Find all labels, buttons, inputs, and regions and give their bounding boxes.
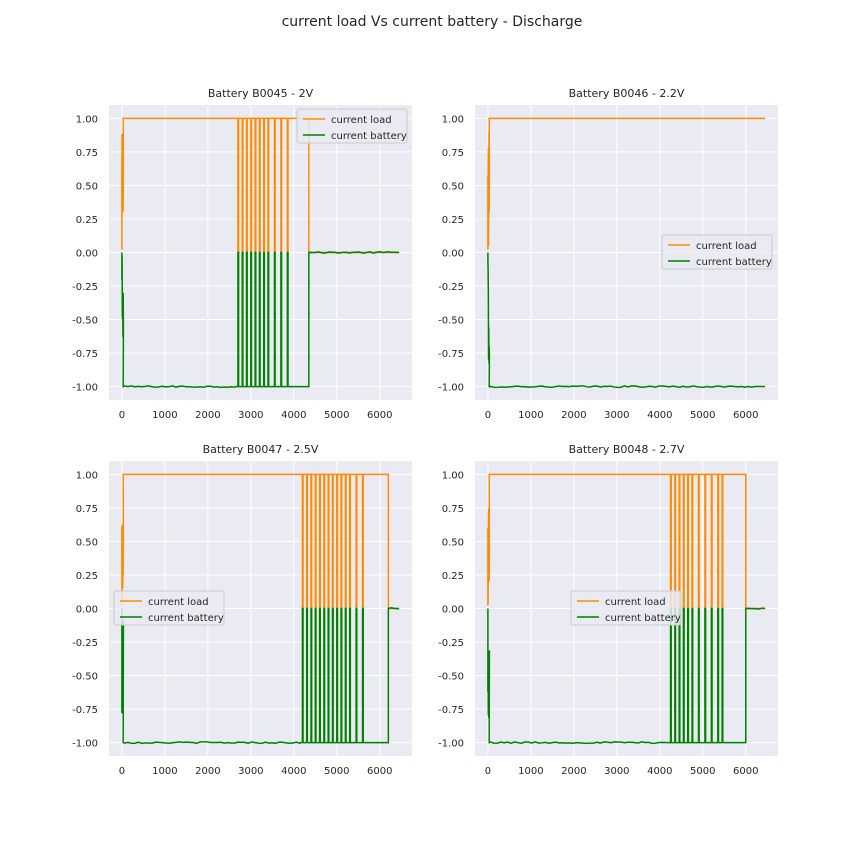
y-tick-label: -1.00	[438, 383, 464, 394]
subplot-title: Battery B0047 - 2.5V	[203, 443, 319, 456]
subplot-b0048: 0 1000 2000 3000 4000 5000 6000 1.00 0.75 0.50 0.2…	[438, 443, 778, 777]
subplot-title: Battery B0045 - 2V	[208, 87, 314, 100]
y-tick-label: 0.25	[76, 571, 98, 582]
y-tick-label: 0.75	[76, 148, 98, 159]
x-tick-label: 5000	[690, 410, 715, 421]
y-tick-label: 0.25	[442, 571, 464, 582]
figure-title: current load Vs current battery - Discha…	[281, 14, 583, 30]
y-tick-label: 0.50	[442, 537, 464, 548]
y-tick-label: 1.00	[76, 470, 98, 481]
line-current-battery	[121, 607, 400, 745]
y-tick-label: 1.00	[76, 114, 98, 125]
x-tick-label: 0	[485, 766, 491, 777]
y-tick-label: 0.75	[76, 504, 98, 515]
x-tick-label: 4000	[647, 766, 672, 777]
line-current-load	[121, 473, 400, 610]
x-tick-label: 6000	[733, 766, 758, 777]
x-tick-label: 3000	[604, 766, 629, 777]
legend-label: current battery	[605, 613, 681, 624]
y-tick-label: 0.00	[76, 605, 98, 616]
y-tick-label: -0.25	[72, 638, 98, 649]
subplot-b0046: 0 1000 2000 3000 4000 5000 6000 1.00 0.75 0.50 0.2…	[438, 87, 778, 421]
x-tick-label: 1000	[152, 410, 177, 421]
y-tick-label: -1.00	[72, 383, 98, 394]
legend: current load current battery	[570, 590, 682, 626]
line-current-battery	[487, 607, 766, 745]
subplot-title: Battery B0046 - 2.2V	[569, 87, 685, 100]
legend: current load current battery	[113, 590, 225, 626]
y-tick-label: 0.25	[76, 215, 98, 226]
legend-label: current battery	[331, 131, 407, 142]
x-tick-label: 1000	[152, 766, 177, 777]
legend-label: current load	[331, 115, 392, 126]
y-tick-label: -0.25	[438, 282, 464, 293]
x-tick-label: 1000	[518, 410, 543, 421]
y-tick-label: -0.75	[72, 349, 98, 360]
y-tick-label: -1.00	[438, 739, 464, 750]
x-tick-label: 3000	[604, 410, 629, 421]
x-tick-label: 0	[485, 410, 491, 421]
y-tick-label: 0.75	[442, 148, 464, 159]
x-tick-label: 3000	[238, 766, 263, 777]
legend-label: current load	[696, 241, 757, 252]
x-tick-label: 2000	[195, 410, 220, 421]
y-tick-label: -1.00	[72, 739, 98, 750]
y-tick-label: -0.50	[438, 672, 464, 683]
legend: current load current battery	[296, 108, 408, 144]
x-tick-label: 3000	[238, 410, 263, 421]
x-tick-label: 4000	[281, 766, 306, 777]
y-tick-label: -0.75	[438, 349, 464, 360]
x-tick-label: 4000	[647, 410, 672, 421]
x-tick-label: 0	[119, 766, 125, 777]
x-tick-label: 5000	[690, 766, 715, 777]
y-tick-label: 0.00	[76, 249, 98, 260]
line-current-load	[487, 117, 766, 250]
line-current-battery	[487, 252, 766, 389]
legend: current load current battery	[661, 234, 773, 270]
x-tick-label: 6000	[367, 766, 392, 777]
x-tick-label: 2000	[561, 766, 586, 777]
y-tick-label: 0.50	[442, 181, 464, 192]
y-tick-label: 1.00	[442, 114, 464, 125]
x-tick-label: 2000	[195, 766, 220, 777]
y-tick-label: -0.50	[72, 316, 98, 327]
y-tick-label: -0.75	[438, 705, 464, 716]
x-tick-label: 6000	[733, 410, 758, 421]
y-tick-label: -0.50	[72, 672, 98, 683]
x-tick-label: 6000	[367, 410, 392, 421]
y-tick-label: -0.50	[438, 316, 464, 327]
subplot-b0047: 0 1000 2000 3000 4000 5000 6000 1.00 0.75 0.50 0.2…	[72, 443, 412, 777]
y-tick-label: 0.00	[442, 605, 464, 616]
legend-label: current load	[148, 597, 209, 608]
x-tick-label: 5000	[324, 766, 349, 777]
y-tick-label: 0.75	[442, 504, 464, 515]
legend-label: current load	[605, 597, 666, 608]
x-tick-label: 5000	[324, 410, 349, 421]
line-current-battery	[121, 250, 400, 389]
x-tick-label: 2000	[561, 410, 586, 421]
legend-label: current battery	[148, 613, 224, 624]
legend-label: current battery	[696, 257, 772, 268]
y-tick-label: 0.25	[442, 215, 464, 226]
y-tick-label: -0.25	[72, 282, 98, 293]
x-tick-label: 4000	[281, 410, 306, 421]
subplot-title: Battery B0048 - 2.7V	[569, 443, 685, 456]
y-tick-label: 0.00	[442, 249, 464, 260]
y-tick-label: -0.25	[438, 638, 464, 649]
subplot-b0045: 0 1000 2000 3000 4000 5000 6000 1.00 0.75 0.50 0.2…	[72, 87, 412, 421]
y-tick-label: -0.75	[72, 705, 98, 716]
y-tick-label: 0.50	[76, 537, 98, 548]
x-tick-label: 0	[119, 410, 125, 421]
y-tick-label: 0.50	[76, 181, 98, 192]
y-tick-label: 1.00	[442, 470, 464, 481]
x-tick-label: 1000	[518, 766, 543, 777]
